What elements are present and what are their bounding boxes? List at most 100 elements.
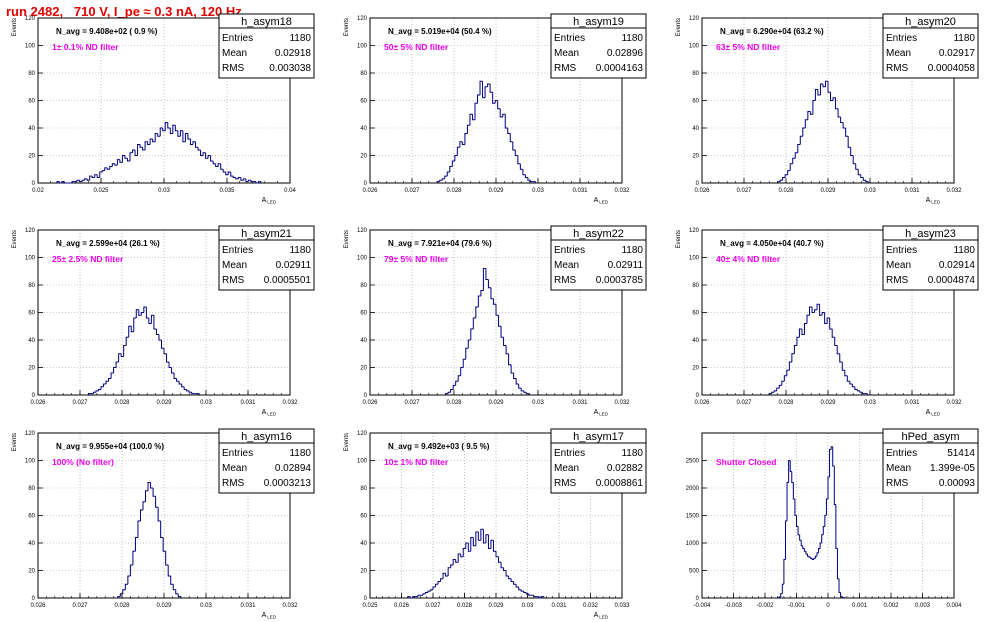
histogram-bin (522, 169, 526, 176)
histogram-bin (480, 528, 484, 541)
stats-rms-label: RMS (222, 275, 245, 286)
x-tick-label: 0.032 (946, 400, 962, 406)
stats-box (882, 225, 979, 291)
stats-rms-label: RMS (886, 275, 909, 286)
histogram-bin (186, 389, 190, 392)
histogram-bin (806, 314, 810, 324)
histogram-bin (237, 177, 241, 179)
histogram-bin (487, 83, 491, 87)
histogram-bin (120, 353, 124, 357)
x-tick-label: 0.03 (864, 400, 876, 406)
histogram-bin (477, 532, 481, 541)
histogram-bin (807, 111, 811, 120)
y-tick-label: 20 (692, 154, 699, 160)
x-tick-label: 0.027 (72, 603, 88, 609)
x-tick-label: 0.031 (551, 603, 567, 609)
histogram-bin (821, 312, 825, 316)
histogram-bin (455, 559, 459, 563)
x-tick-label: 0.032 (946, 188, 962, 194)
histogram-bin (527, 177, 531, 181)
histogram-bin (122, 589, 126, 594)
x-axis-label: ALED (594, 197, 609, 205)
stats-box (550, 13, 647, 79)
histogram-bin (147, 141, 151, 145)
histogram-bin (452, 559, 456, 565)
stats-entries-label: Entries (554, 33, 585, 44)
histogram-bin (791, 353, 795, 362)
histogram-bin (787, 170, 791, 175)
histogram-bin (847, 136, 851, 148)
y-tick-label: 40 (692, 338, 699, 344)
histogram-bin (170, 576, 174, 585)
y-tick-label: 120 (25, 16, 36, 22)
x-axis-label: ALED (262, 612, 277, 620)
x-tick-label: 0.029 (820, 188, 836, 194)
x-axis-label-subscript: LED (599, 412, 609, 417)
histogram-bin (482, 529, 486, 544)
y-tick-label: 60 (360, 311, 367, 317)
histogram-bin (799, 534, 802, 541)
y-tick-label: 0 (696, 181, 700, 187)
histogram-bin (459, 141, 463, 148)
histogram-bin (819, 83, 823, 95)
histogram-bin (857, 169, 861, 176)
y-tick-label: 40 (692, 126, 699, 132)
histogram-bin (429, 589, 433, 592)
histogram-bin (227, 171, 231, 175)
histogram-bin (794, 499, 797, 516)
histogram-bin (786, 482, 789, 521)
histogram-bin (113, 367, 117, 373)
histogram-bin (852, 155, 856, 165)
y-tick-label: 80 (692, 71, 699, 77)
histogram-bin (514, 150, 518, 156)
histogram-bin (167, 122, 171, 129)
filter-label: 25± 2.5% ND filter (52, 254, 124, 264)
stats-box (218, 13, 315, 79)
histogram-bin (174, 125, 178, 132)
histogram-bin (427, 590, 431, 593)
y-tick-label: 40 (360, 541, 367, 547)
y-tick-label: 60 (360, 99, 367, 105)
histogram-bin (801, 329, 805, 335)
histogram-bin (783, 375, 787, 382)
x-tick-label: 0.03 (522, 603, 534, 609)
histogram-bin (215, 163, 219, 167)
pad-h_asym18: 0.02 0.025 0.03 0.035 0.04 0 20 40 60 80 100 120 Eve… (12, 13, 315, 205)
histogram-bin (115, 361, 119, 368)
n-avg-label: N_avg = 4.050e+04 (40.7 %) (720, 239, 824, 248)
stats-box (218, 225, 315, 291)
histogram-bin (217, 163, 221, 167)
filter-label: 1± 0.1% ND filter (52, 42, 119, 52)
histogram-bin (160, 340, 164, 349)
histogram-bin (778, 384, 782, 389)
stats-entries-value: 1180 (289, 33, 311, 44)
histogram-bin (788, 460, 791, 483)
y-tick-label: 0 (32, 181, 36, 187)
histogram-bin (472, 317, 476, 329)
filter-label: 10± 1% ND filter (384, 457, 449, 467)
histogram-bin (466, 124, 470, 134)
histogram-bin (155, 329, 159, 335)
histogram-bin (165, 551, 169, 566)
histogram-bin (525, 392, 529, 395)
histogram-bin (119, 593, 123, 597)
y-tick-label: 0 (32, 393, 36, 399)
stats-rms-label: RMS (554, 478, 577, 489)
histogram-bin (490, 539, 494, 549)
x-axis-label: ALED (926, 197, 941, 205)
histogram-bin (452, 384, 456, 390)
x-tick-label: 0.003 (915, 603, 931, 609)
histogram-bin (462, 358, 466, 368)
histogram-bin (472, 537, 476, 547)
x-tick-label: 0.002 (883, 603, 899, 609)
histogram-bin (793, 345, 797, 354)
x-tick-label: 0.028 (114, 603, 130, 609)
pad-h_asym22: 0.026 0.027 0.028 0.029 0.03 0.031 0.032 0 20 40 6… (344, 225, 647, 417)
histogram-bin (181, 384, 185, 388)
histogram-bin (142, 147, 146, 151)
histogram-bin (450, 389, 454, 393)
histogram-bin (784, 174, 788, 178)
histogram-bin (167, 565, 171, 577)
y-tick-label: 40 (28, 541, 35, 547)
x-tick-label: 0.031 (240, 400, 256, 406)
